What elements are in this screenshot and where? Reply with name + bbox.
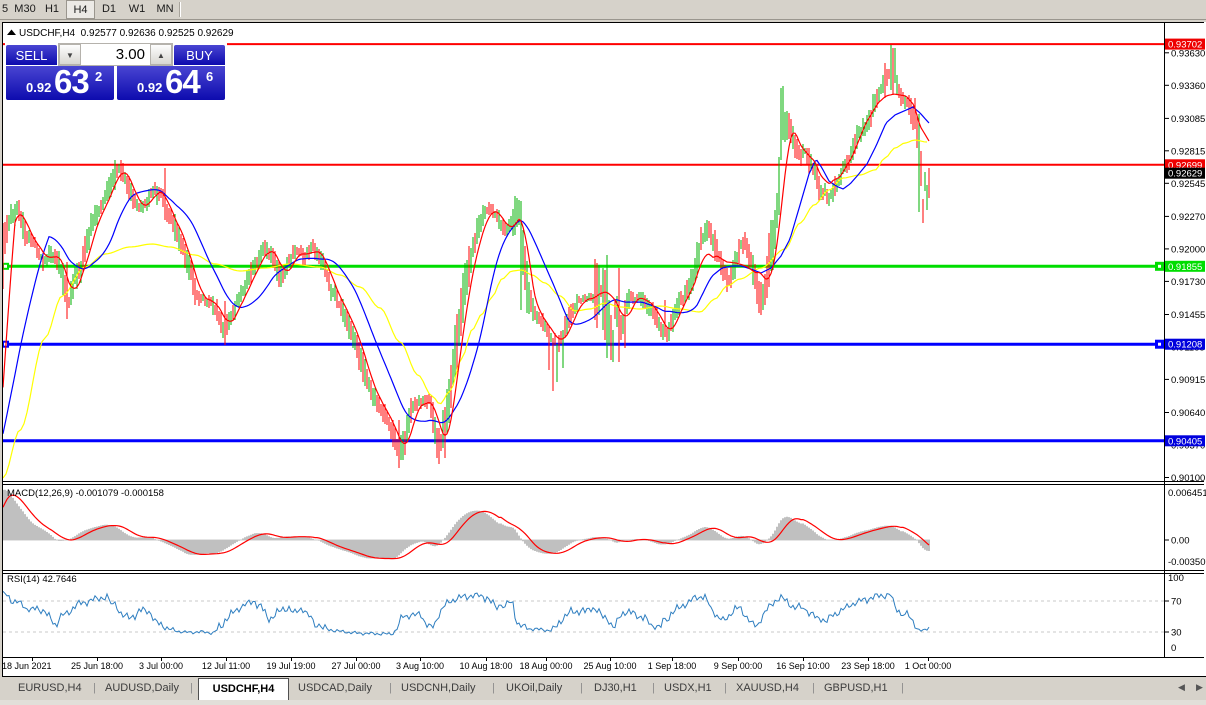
svg-text:0: 0 [1171, 643, 1176, 654]
svg-text:0.00: 0.00 [1171, 536, 1190, 547]
svg-text:10 Aug 18:00: 10 Aug 18:00 [459, 661, 512, 671]
svg-text:19 Jul 19:00: 19 Jul 19:00 [266, 661, 315, 671]
svg-text:9 Sep 00:00: 9 Sep 00:00 [714, 661, 763, 671]
svg-text:18 Jun 2021: 18 Jun 2021 [2, 661, 52, 671]
svg-text:0.91208: 0.91208 [1168, 340, 1202, 351]
svg-text:1 Oct 00:00: 1 Oct 00:00 [905, 661, 952, 671]
svg-text:25 Aug 10:00: 25 Aug 10:00 [583, 661, 636, 671]
svg-text:100: 100 [1168, 573, 1184, 584]
svg-text:0.91855: 0.91855 [1168, 262, 1202, 273]
svg-text:0.90640: 0.90640 [1171, 408, 1205, 419]
svg-text:0.90915: 0.90915 [1171, 375, 1205, 386]
svg-text:25 Jun 18:00: 25 Jun 18:00 [71, 661, 123, 671]
svg-text:27 Jul 00:00: 27 Jul 00:00 [331, 661, 380, 671]
svg-text:0.93085: 0.93085 [1171, 114, 1205, 125]
svg-text:0.90100: 0.90100 [1171, 473, 1205, 484]
svg-text:MACD(12,26,9) -0.001079 -0.000: MACD(12,26,9) -0.001079 -0.000158 [7, 488, 164, 499]
svg-text:70: 70 [1171, 597, 1182, 608]
svg-text:0.91730: 0.91730 [1171, 277, 1205, 288]
svg-text:0.92815: 0.92815 [1171, 146, 1205, 157]
svg-text:12 Jul 11:00: 12 Jul 11:00 [202, 661, 250, 671]
svg-text:3 Jul 00:00: 3 Jul 00:00 [139, 661, 183, 671]
svg-text:1 Sep 18:00: 1 Sep 18:00 [648, 661, 697, 671]
svg-text:0.92545: 0.92545 [1171, 179, 1205, 190]
svg-text:0.93702: 0.93702 [1168, 40, 1202, 51]
svg-text:16 Sep 10:00: 16 Sep 10:00 [776, 661, 830, 671]
svg-text:USDCHF,H4 0.92577 0.92636 0.9: USDCHF,H4 0.92577 0.92636 0.92525 0.9262… [19, 28, 234, 39]
svg-text:18 Aug 00:00: 18 Aug 00:00 [519, 661, 572, 671]
svg-text:0.90405: 0.90405 [1168, 436, 1202, 447]
svg-text:0.92699: 0.92699 [1168, 160, 1202, 171]
svg-text:0.92000: 0.92000 [1171, 244, 1205, 255]
svg-text:30: 30 [1171, 628, 1182, 639]
svg-text:0.92629: 0.92629 [1168, 169, 1202, 180]
svg-text:RSI(14) 42.7646: RSI(14) 42.7646 [7, 574, 77, 585]
svg-text:23 Sep 18:00: 23 Sep 18:00 [841, 661, 895, 671]
svg-text:0.91455: 0.91455 [1171, 310, 1205, 321]
svg-text:0.93360: 0.93360 [1171, 81, 1205, 92]
svg-text:-0.00350: -0.00350 [1168, 557, 1206, 568]
svg-text:0.92270: 0.92270 [1171, 212, 1205, 223]
svg-text:0.006451: 0.006451 [1168, 488, 1206, 499]
svg-text:0.93630: 0.93630 [1171, 48, 1205, 59]
svg-text:3 Aug 10:00: 3 Aug 10:00 [396, 661, 444, 671]
